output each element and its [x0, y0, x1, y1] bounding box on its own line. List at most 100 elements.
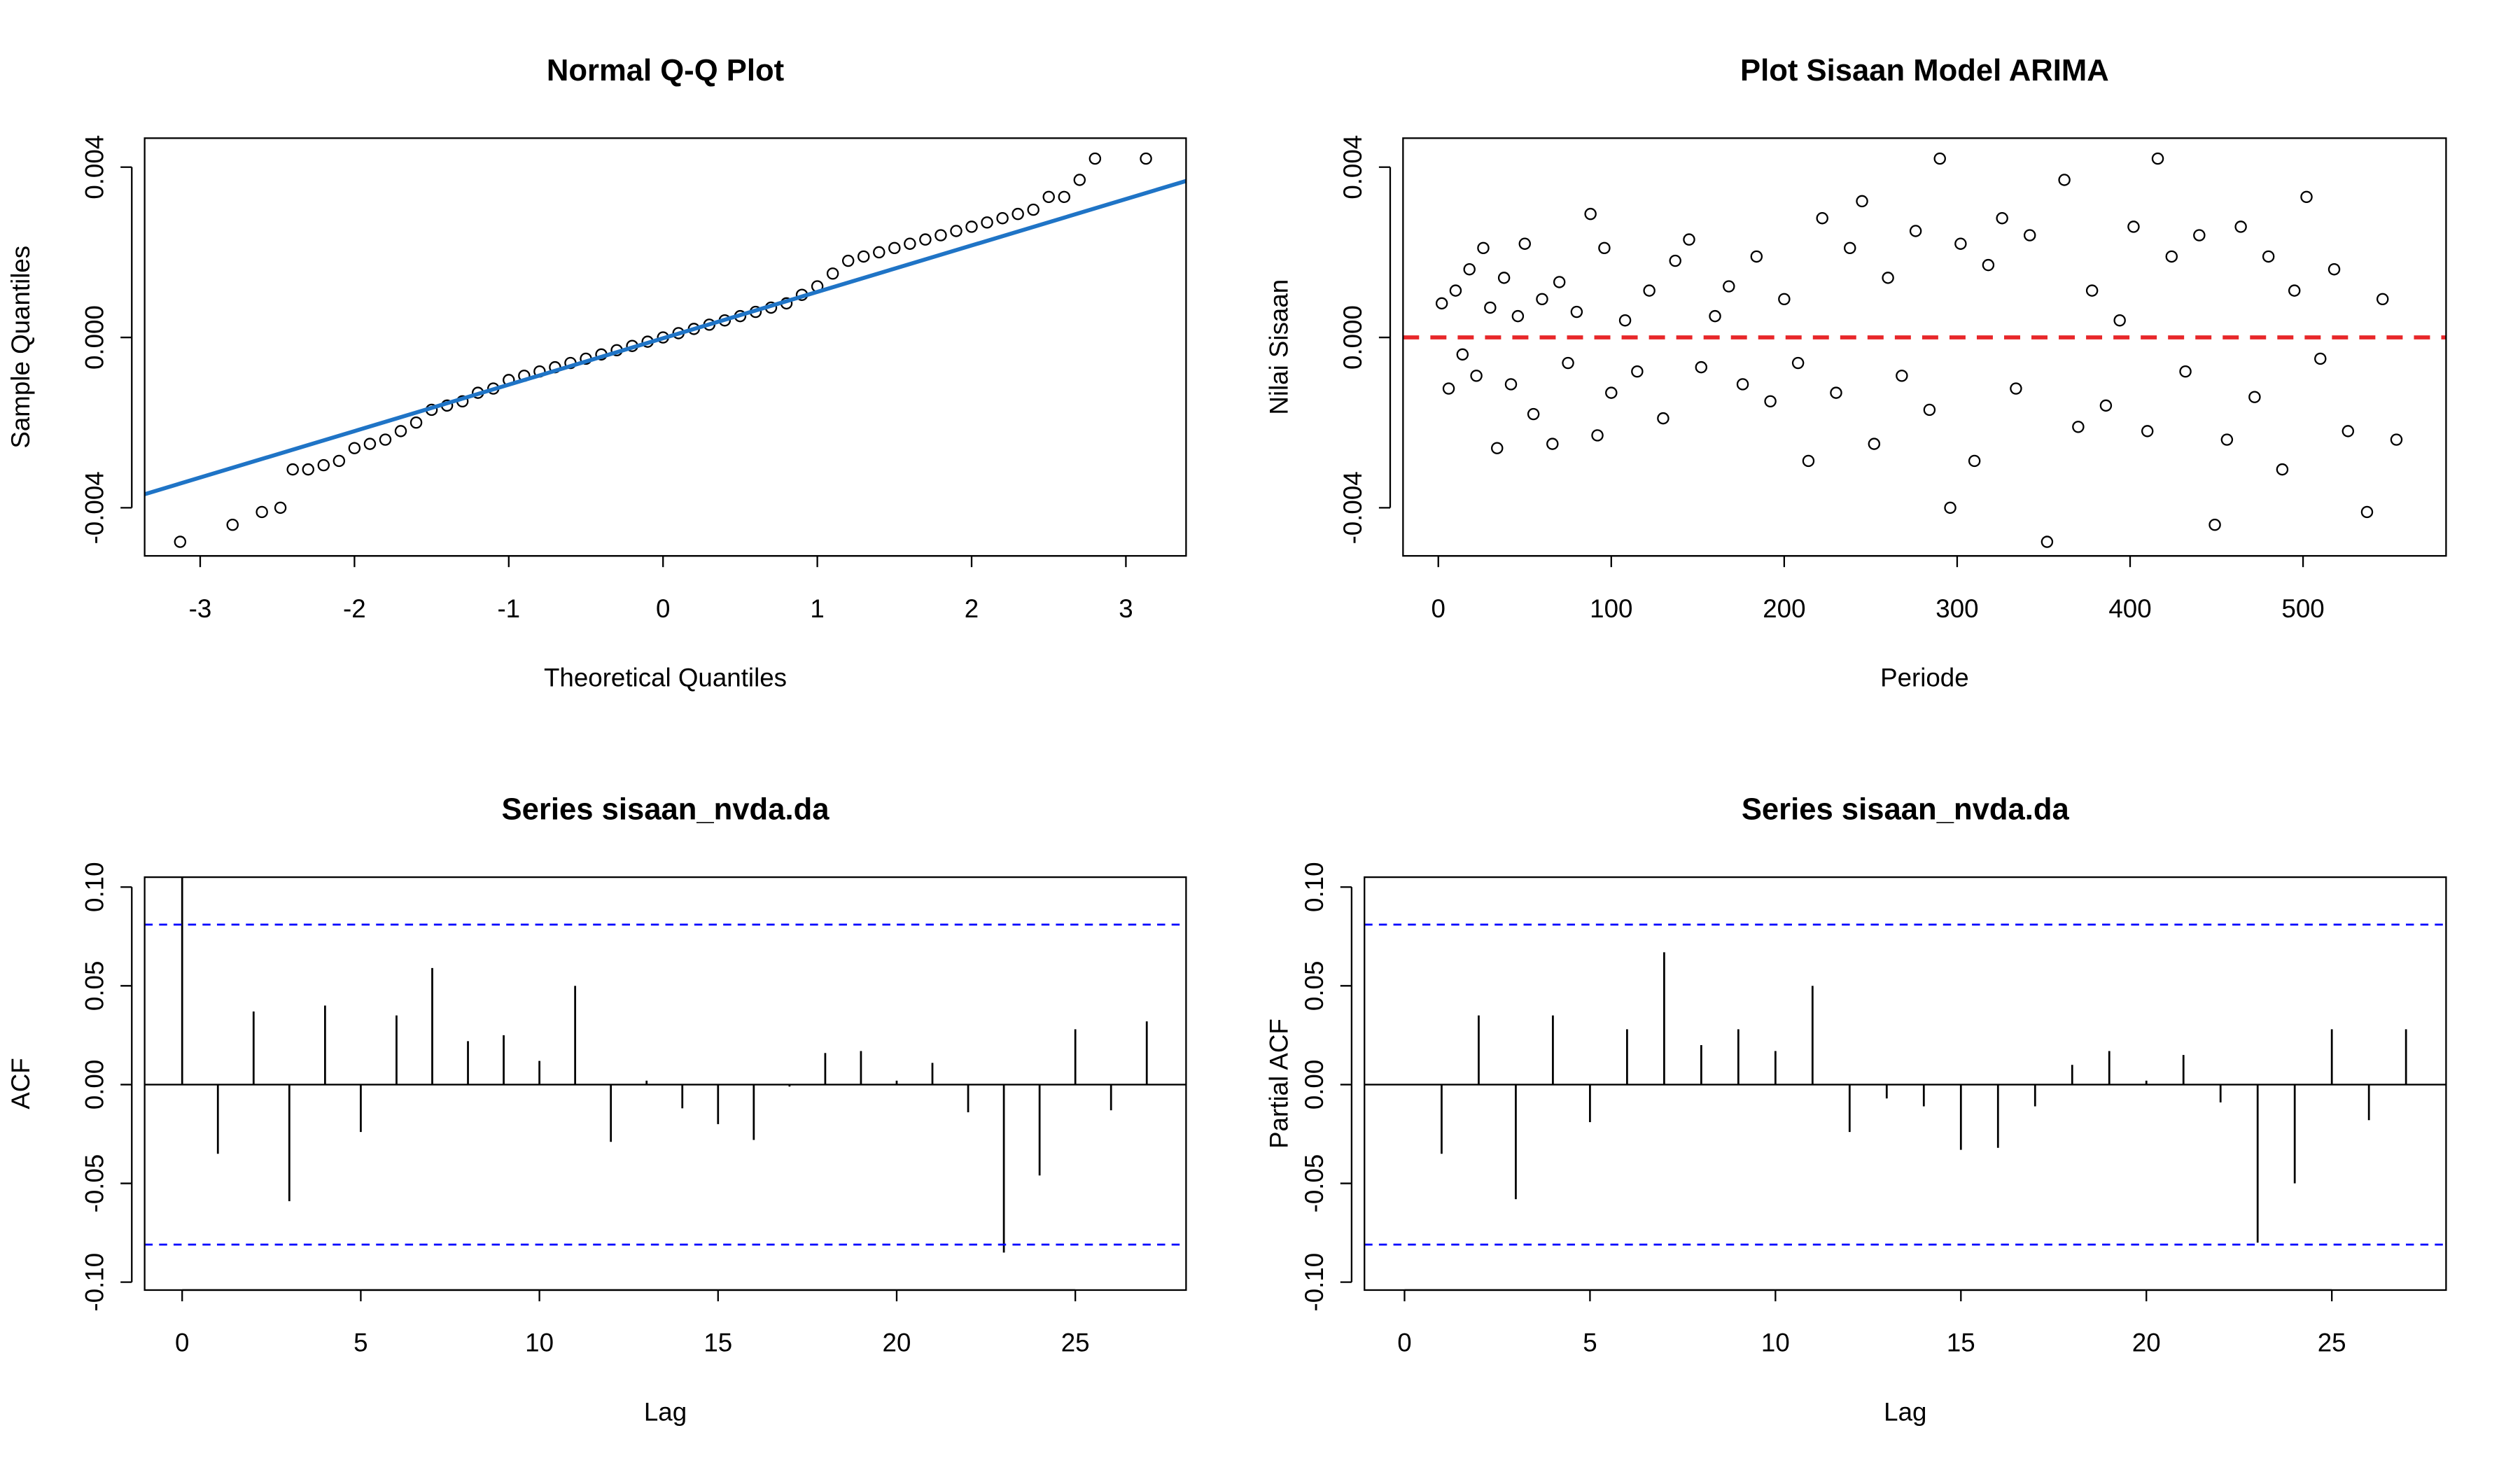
x-tick-label: 15	[704, 1329, 732, 1357]
point	[2328, 263, 2341, 276]
point	[332, 454, 346, 468]
point	[1618, 314, 1632, 327]
y-tick-label: -0.10	[1300, 1253, 1329, 1312]
point	[950, 225, 962, 237]
point	[1791, 356, 1805, 370]
point	[1909, 225, 1922, 237]
point	[1435, 297, 1448, 310]
point	[1527, 407, 1540, 421]
point	[2085, 284, 2099, 297]
point	[1844, 241, 1856, 255]
point	[2127, 220, 2140, 233]
point	[1073, 174, 1086, 186]
point	[1778, 293, 1791, 306]
point	[410, 416, 423, 429]
point	[1463, 263, 1476, 276]
point	[1442, 382, 1455, 395]
plot-area	[1364, 923, 2446, 1246]
point	[1598, 241, 1611, 255]
y-tick-label: -0.004	[1338, 471, 1367, 544]
point	[1723, 280, 1735, 293]
chart-title: Series sisaan_nvda.da	[1742, 793, 2070, 827]
x-axis-label: Lag	[644, 1397, 687, 1426]
point	[1518, 237, 1531, 250]
point	[1764, 395, 1777, 408]
point	[1088, 152, 1102, 165]
x-axis-label: Lag	[1884, 1397, 1926, 1426]
point	[394, 425, 407, 438]
point	[2262, 250, 2275, 263]
point	[1882, 272, 1894, 284]
point	[1683, 233, 1695, 246]
x-axis-label: Periode	[1880, 664, 1969, 692]
y-axis-label: Partial ACF	[1265, 1018, 1294, 1149]
x-axis-label: Theoretical Quantiles	[544, 664, 787, 692]
point	[1042, 190, 1055, 204]
x-tick-label: 300	[1935, 594, 1978, 623]
point	[2010, 382, 2022, 395]
x-tick-label: 500	[2281, 594, 2324, 623]
point	[2023, 229, 2036, 241]
point	[1536, 293, 1548, 306]
point	[1562, 356, 1574, 370]
y-tick-label: 0.004	[1338, 135, 1367, 200]
point	[2072, 421, 2085, 433]
point	[1470, 370, 1483, 382]
x-tick-label: 2	[965, 594, 979, 623]
point	[2040, 536, 2054, 548]
point	[2220, 433, 2234, 446]
point	[1750, 250, 1763, 263]
point	[1027, 203, 1040, 216]
y-tick-label: 0.05	[80, 961, 108, 1011]
point	[1011, 207, 1024, 220]
y-tick-label: 0.00	[1300, 1060, 1329, 1110]
point	[1605, 386, 1618, 399]
point	[919, 233, 932, 246]
point	[826, 267, 839, 280]
point	[2179, 365, 2192, 378]
point	[841, 254, 855, 267]
point	[317, 458, 330, 472]
plot-area	[144, 152, 1186, 548]
point	[379, 433, 392, 446]
point	[1456, 348, 1469, 361]
point	[1504, 378, 1518, 391]
plot-area	[144, 877, 1186, 1253]
point	[965, 220, 978, 233]
y-tick-label: 0.004	[80, 135, 108, 200]
point	[2390, 433, 2403, 446]
y-axis-label: ACF	[6, 1058, 35, 1109]
x-tick-label: -3	[189, 594, 212, 623]
x-tick-label: -2	[343, 594, 366, 623]
x-tick-label: 0	[175, 1329, 189, 1357]
point	[274, 501, 287, 514]
chart-title: Normal Q-Q Plot	[547, 54, 784, 88]
x-tick-label: -1	[497, 594, 520, 623]
point	[2288, 284, 2301, 297]
point	[1058, 190, 1070, 204]
x-tick-label: 200	[1763, 594, 1805, 623]
point	[2099, 399, 2113, 412]
y-tick-label: 0.000	[80, 305, 108, 370]
point	[934, 229, 947, 241]
point	[2342, 425, 2355, 438]
plot-frame	[1402, 137, 2447, 557]
point	[363, 438, 377, 450]
point	[1830, 386, 1842, 399]
x-tick-label: 20	[2132, 1329, 2161, 1357]
plot-area	[1403, 152, 2446, 548]
plot-frame	[1364, 876, 2447, 1292]
point	[2165, 250, 2178, 263]
point	[1546, 438, 1559, 450]
x-tick-label: 5	[1583, 1329, 1597, 1357]
x-tick-label: 20	[883, 1329, 911, 1357]
x-tick-label: 10	[1761, 1329, 1790, 1357]
panel: Series sisaan_nvda.da Lag Partial ACF 0 5 10 1…	[1265, 793, 2447, 1426]
point	[1511, 309, 1525, 323]
point	[1868, 438, 1881, 450]
point	[1491, 442, 1504, 454]
y-tick-label: 0.05	[1300, 961, 1329, 1011]
x-tick-label: 0	[656, 594, 670, 623]
point	[2234, 220, 2247, 233]
point	[996, 212, 1009, 225]
